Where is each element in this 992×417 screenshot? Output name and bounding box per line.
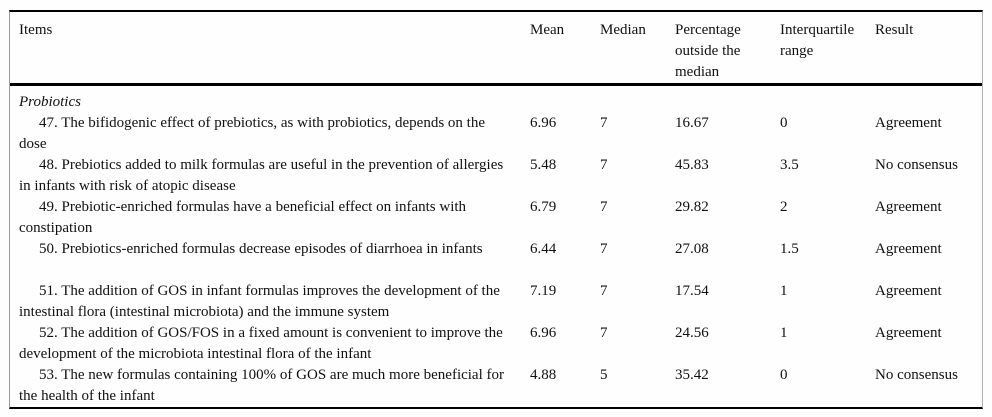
mean-value: 4.88 [530, 367, 557, 383]
table-row: 51. The addition of GOS in infant formul… [10, 281, 982, 323]
item-text: 50. Prebiotics-enriched formulas decreas… [39, 241, 483, 257]
section-header-row: Probiotics [10, 85, 982, 114]
item-text: 47. The bifidogenic effect of prebiotics… [19, 115, 486, 152]
table-row: 50. Prebiotics-enriched formulas decreas… [10, 239, 982, 281]
pct-outside-median-value: 45.83 [675, 157, 709, 173]
result-cell: Agreement [875, 197, 982, 239]
table-row: 47. The bifidogenic effect of prebiotics… [10, 113, 982, 155]
pct-outside-median-value: 35.42 [675, 367, 709, 383]
result-cell: Agreement [875, 281, 982, 323]
interquartile-range-value: 2 [780, 199, 788, 215]
table-frame: Items Mean Median Percentage outside the… [9, 10, 983, 409]
pct-outside-median-value: 29.82 [675, 199, 709, 215]
median-value: 7 [600, 157, 608, 173]
result-cell: Agreement [875, 239, 982, 281]
median-value: 7 [600, 241, 608, 257]
item-text: 51. The addition of GOS in infant formul… [19, 283, 500, 320]
result-cell: Agreement [875, 113, 982, 155]
col-header-median: Median [600, 12, 675, 86]
interquartile-range-value: 1 [780, 325, 788, 341]
mean-value: 7.19 [530, 283, 557, 299]
section-label: Probiotics [19, 94, 81, 110]
interquartile-range-value: 0 [780, 115, 788, 131]
mean-value: 6.44 [530, 241, 557, 257]
header-row: Items Mean Median Percentage outside the… [10, 12, 982, 86]
result-value: No consensus [875, 157, 958, 173]
table-row: 52. The addition of GOS/FOS in a fixed a… [10, 323, 982, 365]
pct-outside-median-value: 24.56 [675, 325, 709, 341]
result-value: Agreement [875, 241, 942, 257]
median-value: 7 [600, 199, 608, 215]
interquartile-range-value: 1.5 [780, 241, 799, 257]
median-value: 7 [600, 115, 608, 131]
result-value: No consensus [875, 367, 958, 383]
median-value: 7 [600, 325, 608, 341]
interquartile-range-value: 0 [780, 367, 788, 383]
table-row: 48. Prebiotics added to milk formulas ar… [10, 155, 982, 197]
pct-outside-median-value: 17.54 [675, 283, 709, 299]
delphi-results-table: Items Mean Median Percentage outside the… [10, 12, 982, 407]
table-row: 53. The new formulas containing 100% of … [10, 365, 982, 407]
col-header-interquartile-range: Interquartile range [780, 12, 875, 86]
item-text: 49. Prebiotic-enriched formulas have a b… [19, 199, 467, 236]
result-cell: Agreement [875, 323, 982, 365]
item-text: 53. The new formulas containing 100% of … [19, 367, 504, 404]
col-header-items: Items [10, 12, 530, 86]
median-value: 7 [600, 283, 608, 299]
col-header-pct-outside-median: Percentage outside the median [675, 12, 780, 86]
mean-value: 6.79 [530, 199, 557, 215]
median-value: 5 [600, 367, 608, 383]
interquartile-range-value: 3.5 [780, 157, 799, 173]
table-row: 49. Prebiotic-enriched formulas have a b… [10, 197, 982, 239]
item-text: 52. The addition of GOS/FOS in a fixed a… [19, 325, 503, 362]
pct-outside-median-value: 16.67 [675, 115, 709, 131]
interquartile-range-value: 1 [780, 283, 788, 299]
mean-value: 5.48 [530, 157, 557, 173]
result-value: Agreement [875, 115, 942, 131]
result-value: Agreement [875, 325, 942, 341]
mean-value: 6.96 [530, 325, 557, 341]
result-cell: No consensus [875, 365, 982, 407]
item-text: 48. Prebiotics added to milk formulas ar… [19, 157, 504, 194]
mean-value: 6.96 [530, 115, 557, 131]
result-value: Agreement [875, 199, 942, 215]
col-header-mean: Mean [530, 12, 600, 86]
pct-outside-median-value: 27.08 [675, 241, 709, 257]
result-value: Agreement [875, 283, 942, 299]
result-cell: No consensus [875, 155, 982, 197]
col-header-result: Result [875, 12, 982, 86]
